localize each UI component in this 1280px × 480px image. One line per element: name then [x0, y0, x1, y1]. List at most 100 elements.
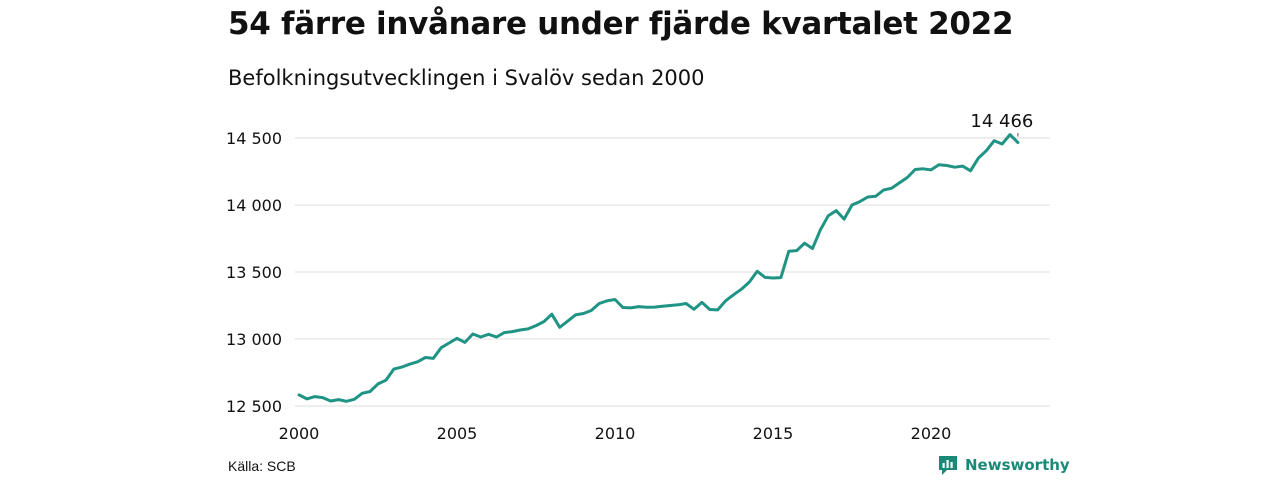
data-point: [953, 165, 957, 169]
data-point: [1000, 142, 1004, 146]
data-point: [645, 305, 649, 309]
data-point: [637, 305, 641, 309]
data-point: [708, 308, 712, 312]
data-point: [605, 299, 609, 303]
data-point: [716, 308, 720, 312]
data-point: [384, 378, 388, 382]
data-point: [739, 287, 743, 291]
y-tick-label: 13 000: [226, 330, 282, 349]
data-point: [937, 163, 941, 167]
data-point: [621, 306, 625, 310]
data-point: [882, 188, 886, 192]
data-point: [1008, 133, 1012, 137]
data-point: [526, 327, 530, 331]
data-point: [431, 356, 435, 360]
data-point: [542, 320, 546, 324]
y-tick-label: 12 500: [226, 397, 282, 416]
data-point: [558, 325, 562, 329]
end-value-label: 14 466: [970, 111, 1033, 132]
data-point: [589, 308, 593, 312]
y-tick-label: 14 000: [226, 196, 282, 215]
data-point: [747, 280, 751, 284]
data-point: [313, 395, 317, 399]
data-point: [787, 249, 791, 253]
data-point: [305, 397, 309, 401]
x-tick-label: 2005: [437, 424, 478, 443]
data-point: [866, 195, 870, 199]
data-point: [629, 306, 633, 310]
data-point: [811, 247, 815, 251]
data-point: [976, 156, 980, 160]
data-point: [921, 167, 925, 171]
data-point: [471, 332, 475, 336]
x-tick-label: 2020: [911, 424, 952, 443]
data-point: [874, 194, 878, 198]
data-point: [795, 249, 799, 253]
data-point: [826, 214, 830, 218]
data-point: [337, 398, 341, 402]
x-axis-ticks: 2000 2005 2010 2015 2020: [279, 424, 952, 443]
data-point: [510, 330, 514, 334]
data-point: [1016, 141, 1020, 145]
data-point: [676, 303, 680, 307]
data-point: [550, 312, 554, 316]
data-point: [495, 335, 499, 339]
chart-title: 54 färre invånare under fjärde kvartalet…: [228, 6, 1014, 42]
x-tick-label: 2015: [753, 424, 794, 443]
data-point: [700, 300, 704, 304]
data-point: [771, 276, 775, 280]
data-point: [463, 340, 467, 344]
data-point: [660, 304, 664, 308]
data-point: [416, 360, 420, 364]
annotations: 14 466: [970, 111, 1033, 137]
data-point: [779, 276, 783, 280]
data-point: [439, 346, 443, 350]
data-point: [724, 299, 728, 303]
data-point: [897, 181, 901, 185]
brand-name: Newsworthy: [965, 456, 1070, 474]
data-point: [400, 365, 404, 369]
data-point: [984, 149, 988, 153]
y-axis-ticks: 12 500 13 000 13 500 14 000 14 500: [226, 129, 282, 416]
data-point: [668, 304, 672, 308]
data-point: [653, 305, 657, 309]
data-point: [850, 203, 854, 207]
data-point: [566, 319, 570, 323]
data-point: [329, 399, 333, 403]
data-point: [945, 163, 949, 167]
data-point: [392, 367, 396, 371]
y-tick-label: 14 500: [226, 129, 282, 148]
data-point: [447, 341, 451, 345]
data-point: [352, 397, 356, 401]
data-point: [858, 200, 862, 204]
newsworthy-logo-icon: [939, 456, 957, 475]
data-point: [692, 307, 696, 311]
data-point: [732, 293, 736, 297]
data-point: [597, 301, 601, 305]
data-point: [518, 328, 522, 332]
data-point: [360, 391, 364, 395]
data-point: [455, 336, 459, 340]
data-point: [818, 228, 822, 232]
data-point: [992, 139, 996, 143]
data-point: [297, 393, 301, 397]
data-point: [368, 390, 372, 394]
x-tick-label: 2010: [595, 424, 636, 443]
data-point: [842, 217, 846, 221]
data-point: [969, 169, 973, 173]
data-point: [763, 275, 767, 279]
gridlines: [295, 137, 1050, 407]
data-point: [574, 313, 578, 317]
data-point: [890, 186, 894, 190]
series-line: [297, 133, 1020, 403]
data-point: [929, 168, 933, 172]
data-point: [321, 396, 325, 400]
y-tick-label: 13 500: [226, 263, 282, 282]
data-point: [684, 301, 688, 305]
data-point: [581, 312, 585, 316]
data-point: [423, 355, 427, 359]
data-point: [613, 297, 617, 301]
data-point: [755, 269, 759, 273]
data-point: [376, 382, 380, 386]
